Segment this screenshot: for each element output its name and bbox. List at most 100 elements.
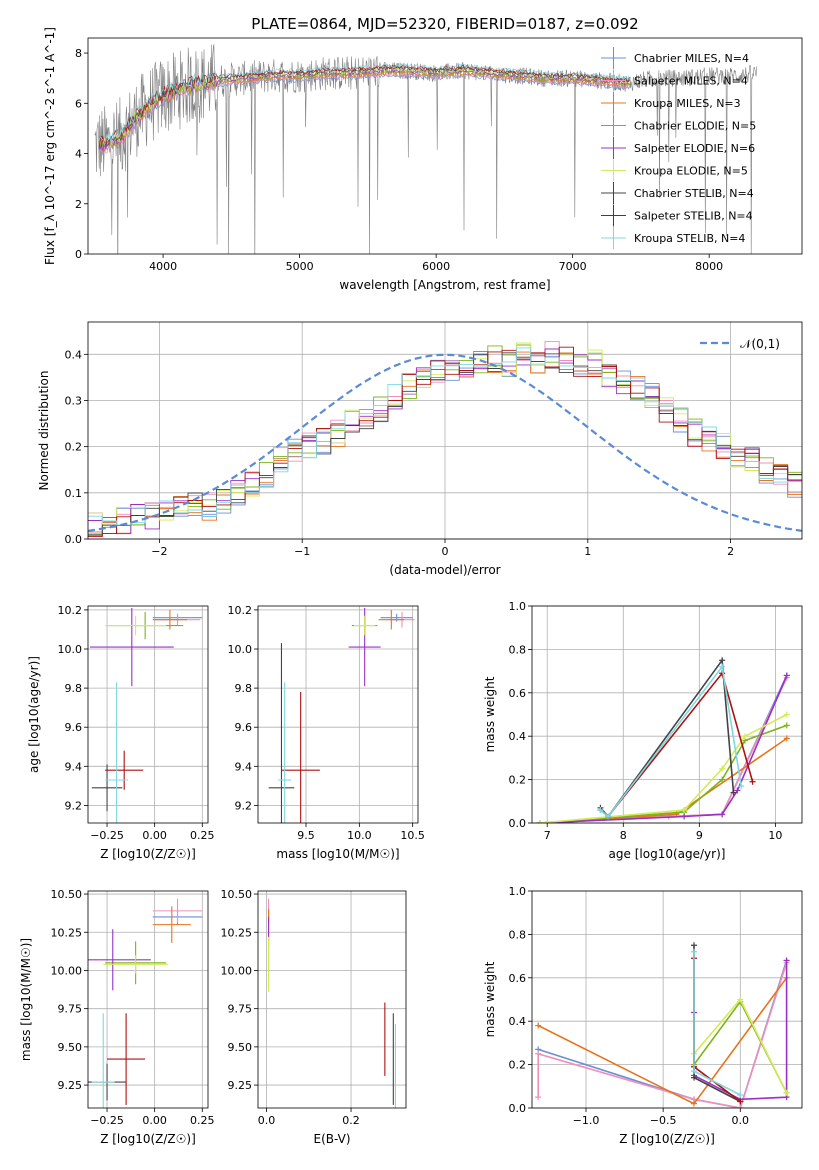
y-tick-label: 10.50	[51, 888, 83, 901]
legend-label: Chabrier STELIB, N=4	[634, 187, 754, 200]
y-tick-label: 9.25	[228, 1079, 253, 1092]
x-axis-label: mass [log10(M/M☉)]	[276, 847, 399, 861]
weight-marker-salpeter-miles	[535, 1094, 542, 1101]
axes-frame	[87, 37, 803, 255]
weight-vs-age-panel: 7 8 9 10 0.0 0.2 0.4 0.6 0.8 1.0 age [log10(age/yr…	[483, 600, 803, 861]
weight-marker-kroupa-elodie	[783, 1089, 790, 1096]
plot-area	[89, 607, 203, 823]
x-axis-label: wavelength [Angstrom, rest frame]	[339, 278, 550, 292]
histogram-kroupa-stelib	[88, 347, 802, 526]
gaussian-curve	[88, 353, 802, 532]
y-axis-label: mass [log10(M/M☉)]	[19, 938, 33, 1061]
x-axis-label: age [log10(age/yr)]	[609, 847, 726, 861]
x-tick-label: 10.5	[400, 829, 425, 842]
y-axis-label: Flux [f_λ 10^-17 erg cm^-2 s^-1 A^-1]	[43, 27, 57, 265]
x-axis-label: (data-model)/error	[389, 563, 500, 577]
axes-frame	[257, 605, 419, 824]
weight-marker-salpeter-elodie	[783, 672, 790, 679]
age-vs-metallicity-panel: −0.25 0.00 0.25 9.2 9.4 9.6 9.8 10.0 10.2 Z [log1…	[27, 604, 215, 861]
weight-line-kroupa-miles	[539, 737, 788, 823]
figure-title: PLATE=0864, MJD=52320, FIBERID=0187, z=0…	[251, 15, 638, 33]
residual-histogram-panel: −2 −1 0 1 2 0.0 0.1 0.2 0.3 0.4 (data-model)/error…	[37, 321, 803, 577]
legend-label: Kroupa ELODIE, N=5	[634, 165, 748, 178]
weight-marker-kroupa-stelib	[738, 783, 745, 790]
weight-marker-salpeter-stelib	[737, 1098, 744, 1105]
y-tick-label: 0.0	[509, 817, 527, 830]
x-tick-label: 0.0	[258, 1114, 276, 1127]
x-tick-label: −1	[294, 545, 310, 558]
weight-line-chabrier-miles	[537, 960, 788, 1108]
y-tick-label: 0.4	[509, 730, 527, 743]
plot-area	[536, 657, 790, 823]
y-tick-label: 4	[75, 148, 82, 161]
weight-marker-kroupa-elodie	[719, 765, 726, 772]
weight-marker-kroupa-elodie	[536, 820, 543, 823]
weight-marker-chabrier-stelib	[730, 789, 737, 796]
model-spectrum-kroupa-stelib	[98, 63, 631, 147]
x-tick-label: −0.25	[90, 1114, 124, 1127]
weight-marker-salpeter-miles	[535, 1050, 542, 1057]
x-tick-label: 5000	[286, 260, 314, 273]
legend-label: Salpeter MILES, N=4	[634, 75, 748, 88]
x-tick-label: 0.00	[142, 829, 167, 842]
weight-marker-salpeter-elodie	[681, 813, 688, 820]
y-tick-label: 10.2	[228, 604, 253, 617]
weight-line-chabrier-stelib	[599, 658, 735, 818]
weight-marker-kroupa-miles	[783, 735, 790, 742]
y-tick-label: 9.50	[228, 1041, 253, 1054]
weight-marker-kroupa-stelib	[597, 806, 604, 813]
legend-label: Chabrier MILES, N=4	[634, 52, 749, 65]
x-tick-label: −2	[151, 545, 167, 558]
weight-marker-chabrier-stelib	[691, 1074, 697, 1081]
mass-vs-ebv-panel: 0.0 0.2 9.25 9.50 9.75 10.00 10.25 10.50 E(B-V)	[221, 888, 407, 1146]
y-axis-label: Normed distribution	[37, 371, 51, 491]
weight-marker-kroupa-miles	[535, 1022, 542, 1029]
y-tick-label: 0.8	[509, 643, 527, 656]
x-tick-label: 0.25	[190, 1114, 215, 1127]
x-tick-label: 9.5	[297, 829, 315, 842]
axes-frame	[531, 890, 803, 1109]
legend-label: Kroupa STELIB, N=4	[634, 232, 745, 245]
weight-marker-chabrier-stelib	[691, 942, 697, 949]
y-axis-label: mass weight	[483, 676, 497, 752]
y-tick-label: 10.25	[51, 926, 83, 939]
y-tick-label: 10.25	[221, 926, 253, 939]
weight-marker-chabrier-elodie	[783, 722, 790, 729]
weight-vs-metallicity-panel: −1.0 −0.5 0.0 0.0 0.2 0.4 0.6 0.8 1.0 Z [log10(Z/…	[483, 885, 803, 1146]
mass-vs-metallicity-panel: −0.25 0.00 0.25 9.25 9.50 9.75 10.00 10.25 10.50…	[19, 888, 215, 1146]
weight-line-salpeter-stelib	[693, 958, 741, 1103]
weight-marker-salpeter-miles	[737, 1105, 744, 1108]
axes-frame	[87, 605, 209, 824]
weight-marker-chabrier-elodie	[719, 776, 726, 783]
y-tick-label: 0.1	[65, 487, 83, 500]
y-tick-label: 9.4	[235, 760, 253, 773]
legend-label: Chabrier ELODIE, N=5	[634, 120, 756, 133]
x-tick-label: −1.0	[573, 1114, 600, 1127]
y-tick-label: 10.00	[221, 964, 253, 977]
x-tick-label: −0.25	[90, 829, 124, 842]
x-tick-label: 10	[768, 829, 782, 842]
weight-marker-kroupa-stelib	[691, 1068, 697, 1075]
y-tick-label: 0.0	[65, 533, 83, 546]
x-tick-label: 7	[544, 829, 551, 842]
weight-marker-kroupa-elodie	[741, 733, 748, 740]
weight-marker-kroupa-stelib	[719, 663, 726, 670]
x-axis-label: Z [log10(Z/Z☉)]	[100, 847, 196, 861]
y-tick-label: 0	[75, 248, 82, 261]
weight-marker-kroupa-elodie	[783, 711, 790, 718]
weight-line-chabrier-stelib	[693, 945, 741, 1103]
weight-line-salpeter-elodie	[539, 675, 788, 823]
y-tick-label: 10.2	[58, 604, 83, 617]
weight-marker-kroupa-miles	[691, 1100, 697, 1107]
y-tick-label: 0.2	[65, 441, 83, 454]
x-axis-label: Z [log10(Z/Z☉)]	[100, 1132, 196, 1146]
weight-line-kroupa-stelib	[599, 664, 742, 818]
legend-label: Kroupa MILES, N=3	[634, 97, 741, 110]
axes-frame	[87, 321, 803, 540]
x-tick-label: 8000	[695, 260, 723, 273]
plot-area	[268, 607, 415, 823]
y-tick-label: 9.2	[235, 799, 253, 812]
y-tick-label: 0.6	[509, 687, 527, 700]
x-tick-label: 2	[727, 545, 734, 558]
